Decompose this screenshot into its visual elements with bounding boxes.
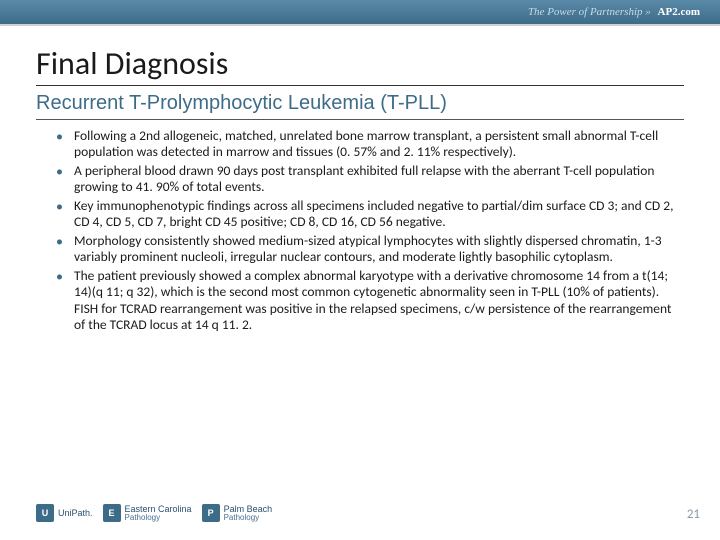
page-number: 21	[687, 507, 700, 522]
logo-sub: Pathology	[224, 514, 273, 522]
list-item: A peripheral blood drawn 90 days post tr…	[74, 163, 684, 196]
list-item: Following a 2nd allogeneic, matched, unr…	[74, 128, 684, 161]
page-subtitle: Recurrent T-Prolymphocytic Leukemia (T-P…	[36, 92, 684, 120]
header-tagline: The Power of Partnership » AP2.com	[528, 6, 700, 18]
logo-sub: Pathology	[125, 514, 192, 522]
footer: U UniPath. E Eastern Carolina Pathology …	[36, 504, 700, 522]
list-item: Morphology consistently showed medium-si…	[74, 233, 684, 266]
tagline-text: The Power of Partnership »	[528, 6, 651, 18]
logo-palm-beach: P Palm Beach Pathology	[202, 504, 273, 522]
list-item: The patient previously showed a complex …	[74, 268, 684, 334]
logo-eastern-carolina: E Eastern Carolina Pathology	[103, 504, 192, 522]
slide-content: Final Diagnosis Recurrent T-Prolymphocyt…	[0, 26, 720, 334]
bullet-list: Following a 2nd allogeneic, matched, unr…	[36, 128, 684, 334]
logo-row: U UniPath. E Eastern Carolina Pathology …	[36, 504, 272, 522]
logo-text: UniPath.	[58, 509, 93, 518]
page-title: Final Diagnosis	[36, 44, 684, 86]
list-item: Key immunophenotypic findings across all…	[74, 198, 684, 231]
header-bar: The Power of Partnership » AP2.com	[0, 0, 720, 24]
header-link[interactable]: AP2.com	[658, 6, 700, 18]
logo-text: Eastern Carolina Pathology	[125, 505, 192, 522]
logo-text: Palm Beach Pathology	[224, 505, 273, 522]
logo-unipath: U UniPath.	[36, 504, 93, 522]
logo-icon: U	[36, 504, 54, 522]
logo-name: UniPath.	[58, 509, 93, 518]
logo-icon: P	[202, 504, 220, 522]
logo-icon: E	[103, 504, 121, 522]
